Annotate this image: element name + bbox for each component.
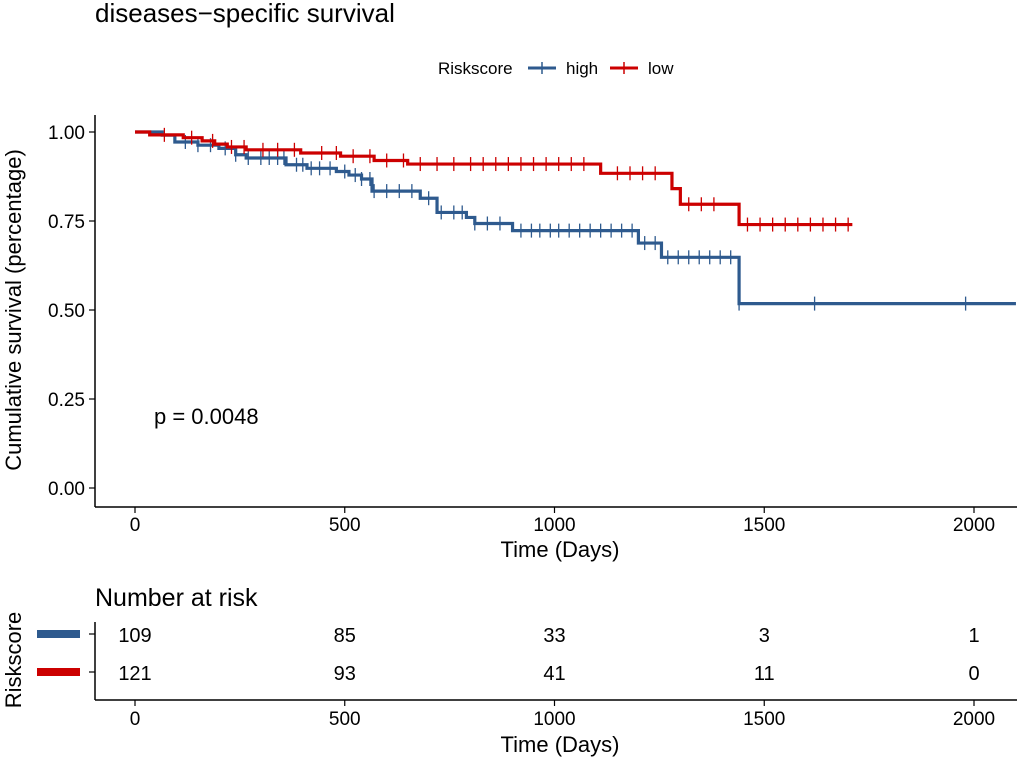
risk-x-axis-label: Time (Days): [501, 732, 620, 757]
y-tick-label: 0.75: [48, 212, 85, 233]
series-line-high: [135, 130, 1016, 306]
risk-count-high: 3: [759, 625, 770, 647]
x-axis-label: Time (Days): [501, 537, 620, 562]
x-ticks: 0 500 1000 1500 2000: [130, 507, 995, 536]
y-ticks: 0.00 0.25 0.50 0.75 1.00: [48, 123, 95, 500]
risk-count-high: 33: [543, 625, 565, 647]
risk-x-tick-label: 2000: [953, 709, 995, 730]
series-line-low: [135, 130, 853, 227]
x-tick-label: 500: [329, 515, 361, 536]
legend: Riskscore high low: [438, 59, 674, 78]
legend-item-low: low: [610, 59, 674, 78]
risk-table-title: Number at risk: [95, 584, 258, 612]
x-tick-label: 1000: [533, 515, 575, 536]
risk-count-low: 41: [543, 663, 565, 685]
risk-count-high: 109: [118, 625, 151, 647]
x-tick-label: 0: [130, 515, 141, 536]
risk-count-low: 121: [118, 663, 151, 685]
risk-count-high: 85: [334, 625, 356, 647]
legend-title: Riskscore: [438, 59, 513, 78]
chart-title: diseases−specific survival: [95, 0, 395, 28]
survival-curves: [135, 127, 1016, 311]
y-tick-label: 0.00: [48, 479, 85, 500]
risk-x-tick-label: 0: [130, 709, 141, 730]
y-tick-label: 0.50: [48, 301, 85, 322]
p-value-annotation: p = 0.0048: [154, 404, 259, 429]
risk-x-tick-label: 1500: [743, 709, 785, 730]
risk-x-ticks: 0 500 1000 1500 2000: [130, 700, 995, 730]
y-tick-label: 0.25: [48, 390, 85, 411]
risk-x-tick-label: 1000: [533, 709, 575, 730]
risk-count-low: 0: [968, 663, 979, 685]
risk-count-low: 11: [754, 663, 775, 685]
risk-count-high: 1: [968, 625, 979, 647]
legend-label-low: low: [648, 59, 674, 78]
risk-y-axis-label: Riskscore: [1, 612, 26, 709]
x-tick-label: 1500: [743, 515, 785, 536]
risk-x-tick-label: 500: [329, 709, 361, 730]
y-tick-label: 1.00: [48, 123, 85, 144]
main-plot: 0.00 0.25 0.50 0.75 1.00 0 500 1000 1500 2000 p …: [1, 115, 1017, 562]
y-axis-label: Cumulative survival (percentage): [1, 149, 26, 471]
x-tick-label: 2000: [953, 515, 995, 536]
legend-item-high: high: [528, 59, 598, 78]
risk-count-low: 93: [334, 663, 356, 685]
legend-label-high: high: [566, 59, 598, 78]
